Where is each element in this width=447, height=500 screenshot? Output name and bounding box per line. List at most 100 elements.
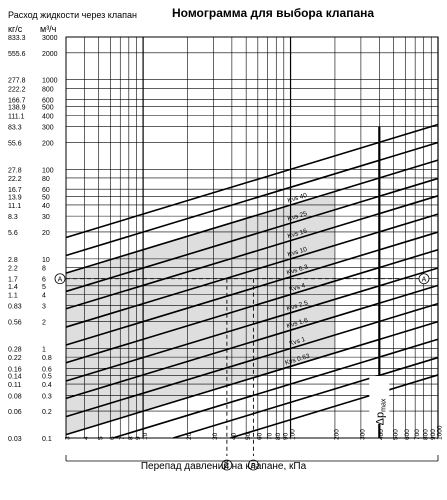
kvs-line	[65, 195, 439, 310]
y-tick-kgs: 2.8	[8, 257, 18, 264]
x-tick-label: 10	[142, 432, 149, 440]
kvs-line	[65, 248, 439, 364]
kvs-line	[65, 231, 439, 346]
x-tick-label: 700	[414, 429, 421, 440]
y-tick-m3h: 100	[42, 167, 54, 174]
kvs-line	[65, 284, 439, 400]
y-tick-kgs: 22.2	[8, 176, 22, 183]
x-tick-label: 8	[128, 436, 135, 440]
x-tick-label: 6	[109, 436, 116, 440]
y-tick-m3h: 5	[42, 284, 46, 291]
y-tick-m3h: 8	[42, 266, 46, 273]
unit-m3h-label: м³/ч	[40, 24, 57, 34]
y-tick-kgs: 0.56	[8, 319, 22, 326]
y-tick-m3h: 3	[42, 304, 46, 311]
marker-b-label: B	[251, 463, 256, 470]
y-tick-m3h: 0.2	[42, 409, 52, 416]
x-tick-label: 600	[404, 429, 411, 440]
grid	[65, 36, 439, 439]
y-tick-kgs: 1.1	[8, 293, 18, 300]
x-tick-label: 5	[97, 436, 104, 440]
kvs-line	[65, 320, 439, 436]
recommended-area	[66, 191, 335, 435]
y-tick-kgs: 0.16	[8, 366, 22, 373]
marker-c-label: C	[224, 463, 229, 470]
y-tick-kgs: 833.3	[8, 35, 26, 42]
y-tick-kgs: 2.2	[8, 266, 18, 273]
y-tick-m3h: 1	[42, 346, 46, 353]
kvs-line	[65, 159, 439, 274]
y-tick-kgs: 0.22	[8, 355, 22, 362]
marker-c-circle	[221, 459, 233, 471]
marker-a-left-label: A	[58, 277, 63, 284]
y-tick-m3h: 300	[42, 125, 54, 132]
y-tick-kgs: 111.1	[8, 113, 25, 120]
y-tick-m3h: 1000	[42, 78, 58, 85]
dp-max-label: Δpmax	[374, 398, 387, 425]
y-tick-m3h: 400	[42, 113, 54, 120]
kvs-line-label: Kvs 1	[289, 336, 307, 348]
y-tick-m3h: 800	[42, 86, 54, 93]
kvs-line-label: Kvs 4	[289, 282, 307, 294]
y-tick-kgs: 83.3	[8, 125, 22, 132]
x-tick-label: 9	[135, 436, 142, 440]
y-tick-kgs: 11.1	[8, 203, 21, 210]
y-tick-m3h: 0.8	[42, 355, 52, 362]
y-tick-kgs: 555.6	[8, 51, 26, 58]
x-tick-label: 20	[186, 432, 193, 440]
y-tick-m3h: 80	[42, 176, 50, 183]
x-tick-label: 800	[422, 429, 429, 440]
x-tick-label: 30	[212, 432, 219, 440]
x-axis-title: Перепад давлений на клапане, кПа	[140, 461, 307, 472]
y-tick-kgs: 16.7	[8, 187, 22, 194]
kvs-line	[65, 302, 439, 418]
recommended-band	[66, 191, 335, 435]
x-tick-label: 200	[334, 429, 341, 440]
marker-a-right-circle	[418, 273, 430, 285]
y-tick-m3h: 0.5	[42, 373, 52, 380]
kvs-line-extra	[65, 141, 439, 257]
y-tick-kgs: 0.11	[8, 382, 21, 389]
x-tick-label: 400	[378, 429, 385, 440]
marker-b-circle	[248, 459, 259, 471]
y-tick-kgs: 5.6	[8, 230, 18, 237]
x-tick-label: 1000	[437, 425, 444, 440]
y-tick-kgs: 1.7	[8, 277, 18, 284]
unit-kgs-label: кг/с	[8, 24, 23, 34]
x-tick-label: 900	[430, 429, 437, 440]
marker-a-right-label: A	[422, 277, 427, 284]
flow-axis-title: Расход жидкости через клапан	[8, 10, 137, 20]
y-tick-m3h: 10	[42, 257, 50, 264]
y-tick-m3h: 0.6	[42, 366, 52, 373]
y-tick-m3h: 40	[42, 203, 50, 210]
x-tick-label: 90	[283, 432, 290, 440]
chart-title: Номограмма для выбора клапана	[172, 6, 375, 20]
y-tick-kgs: 222.2	[8, 86, 26, 93]
example-annotations: A A C B	[54, 273, 439, 471]
y-tick-m3h: 0.4	[42, 382, 52, 389]
dp-max-label-bg	[369, 376, 390, 424]
y-tick-kgs: 0.06	[8, 409, 22, 416]
y-tick-m3h: 0.3	[42, 393, 52, 400]
x-tick-label: 3	[65, 436, 72, 440]
y-tick-m3h: 6	[42, 277, 46, 284]
x-tick-label: 70	[266, 432, 273, 440]
kvs-line-extra	[65, 123, 439, 239]
y-tick-kgs: 0.14	[8, 373, 22, 380]
y-tick-m3h: 600	[42, 98, 54, 105]
y-tick-kgs: 138.9	[8, 105, 26, 112]
dp-max-annotation: Δpmax	[369, 126, 390, 438]
y-tick-kgs: 55.6	[8, 140, 22, 147]
x-tick-label: 7	[119, 436, 126, 440]
y-tick-kgs: 277.8	[8, 78, 26, 85]
y-tick-m3h: 500	[42, 105, 54, 112]
x-tick-label: 100	[289, 429, 296, 440]
x-axis-labels: 3456789102030405060708090100200300400500…	[65, 425, 444, 440]
y-tick-m3h: 60	[42, 187, 50, 194]
y-tick-m3h: 3000	[42, 35, 58, 42]
x-tick-label: 50	[245, 432, 252, 440]
kvs-line	[65, 177, 439, 293]
